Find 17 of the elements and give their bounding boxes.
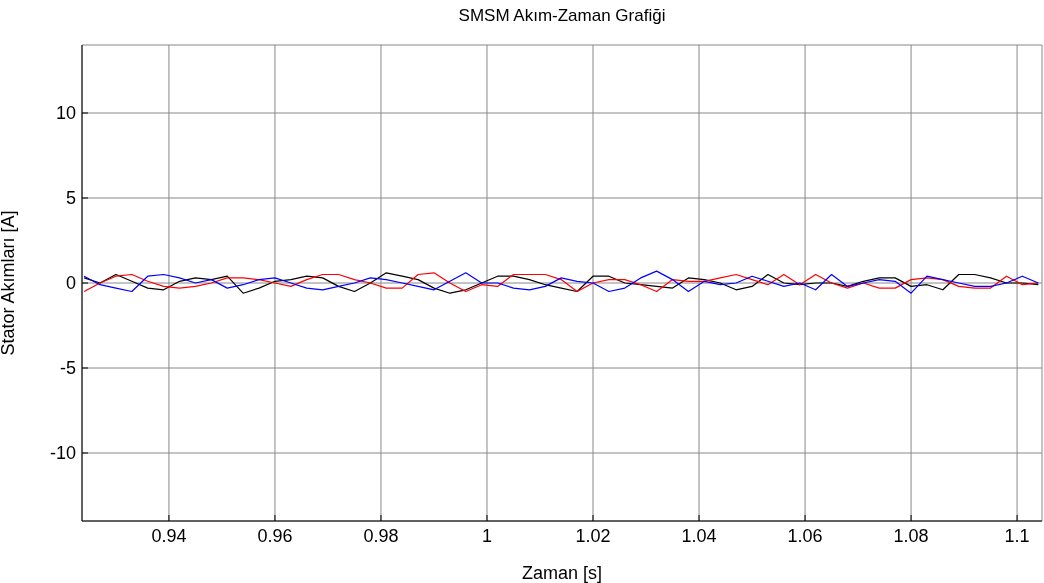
x-tick-label: 0.94 [151, 525, 187, 546]
x-tick-label: 1 [481, 525, 492, 546]
y-tick-label: 0 [65, 273, 76, 294]
y-axis-title: Stator Akımları [A] [0, 210, 19, 356]
chart-title: SMSM Akım-Zaman Grafiği [457, 6, 667, 26]
y-tick-label: -10 [49, 443, 76, 464]
x-tick-label: 1.08 [893, 525, 929, 546]
x-tick-label: 1.02 [575, 525, 611, 546]
y-tick-label: -5 [59, 358, 76, 379]
x-tick-label: 1.06 [787, 525, 823, 546]
x-tick-label: 1.04 [681, 525, 717, 546]
x-tick-label: 0.98 [363, 525, 399, 546]
x-tick-label: 1.1 [1004, 525, 1030, 546]
y-tick-label: 10 [55, 103, 76, 124]
y-tick-label: 5 [65, 188, 76, 209]
x-axis-title: Zaman [s] [521, 563, 603, 583]
x-tick-label: 0.96 [257, 525, 293, 546]
